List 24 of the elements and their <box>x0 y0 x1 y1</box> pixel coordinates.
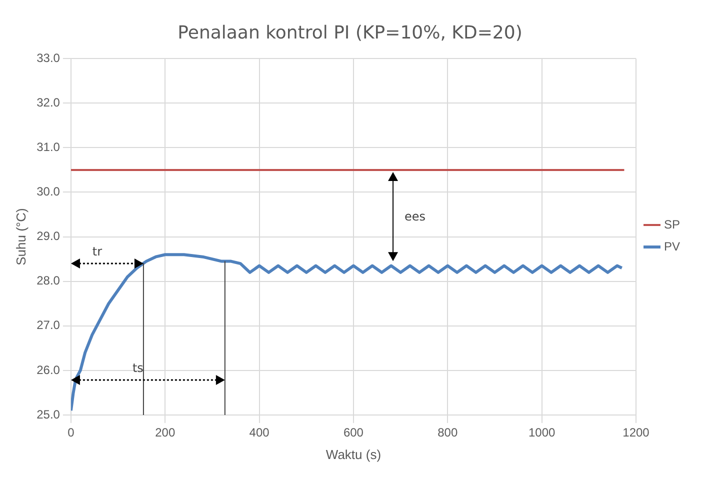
x-tick-label: 200 <box>155 426 176 440</box>
x-tick-label: 0 <box>68 426 75 440</box>
y-tick-label: 31.0 <box>36 140 60 154</box>
x-axis-title: Waktu (s) <box>326 446 382 462</box>
y-tick-label: 25.0 <box>36 407 60 422</box>
x-tick-label: 800 <box>438 426 458 440</box>
annotation: tr <box>92 244 102 259</box>
y-tick-label: 26.0 <box>36 362 60 377</box>
chart-title: Penalaan kontrol PI (KP=10%, KD=20) <box>178 22 522 44</box>
x-tick-label: 1000 <box>528 426 556 440</box>
y-axis-title: Suhu (°C) <box>13 208 28 266</box>
x-tick-label: 400 <box>249 426 270 440</box>
y-tick-label: 30.0 <box>36 184 60 199</box>
y-tick-label: 27.0 <box>36 318 60 332</box>
x-tick-label: 1200 <box>622 426 650 440</box>
annotation: ts <box>132 361 144 375</box>
legend-label: SP <box>664 217 680 232</box>
y-tick-label: 33.0 <box>36 50 60 65</box>
y-tick-label: 32.0 <box>36 95 60 110</box>
x-tick-label: 600 <box>343 426 364 440</box>
y-tick-label: 29.0 <box>36 229 60 244</box>
annotation: ees <box>404 210 426 224</box>
legend-label: PV <box>664 239 680 254</box>
y-tick-label: 28.0 <box>36 274 60 288</box>
